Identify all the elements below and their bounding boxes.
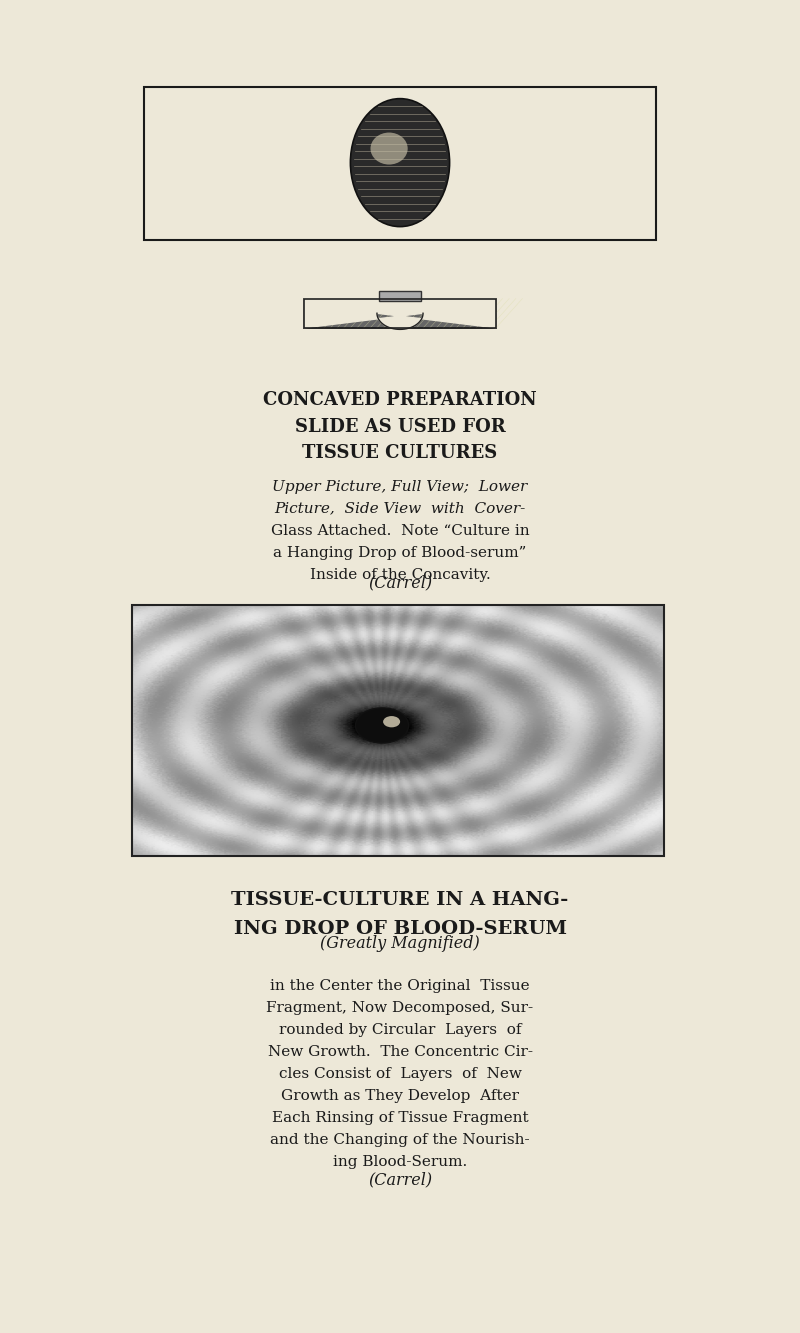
- Bar: [304, 299, 496, 328]
- Text: a Hanging Drop of Blood-serum”: a Hanging Drop of Blood-serum”: [274, 545, 526, 560]
- Text: cles Consist of  Layers  of  New: cles Consist of Layers of New: [278, 1068, 522, 1081]
- Bar: [304, 299, 496, 328]
- Ellipse shape: [383, 716, 400, 728]
- Text: in the Center the Original  Tissue: in the Center the Original Tissue: [270, 980, 530, 993]
- Ellipse shape: [350, 99, 450, 227]
- Text: Growth as They Develop  After: Growth as They Develop After: [281, 1089, 519, 1104]
- Text: and the Changing of the Nourish-: and the Changing of the Nourish-: [270, 1133, 530, 1148]
- Text: ing Blood-Serum.: ing Blood-Serum.: [333, 1156, 467, 1169]
- Ellipse shape: [355, 708, 409, 742]
- Text: TISSUE CULTURES: TISSUE CULTURES: [302, 444, 498, 463]
- Text: rounded by Circular  Layers  of: rounded by Circular Layers of: [278, 1024, 522, 1037]
- Text: Glass Attached.  Note “Culture in: Glass Attached. Note “Culture in: [270, 524, 530, 537]
- Text: (Carrel): (Carrel): [368, 1172, 432, 1188]
- Text: TISSUE-CULTURE IN A HANG-: TISSUE-CULTURE IN A HANG-: [231, 890, 569, 909]
- Polygon shape: [304, 299, 496, 329]
- Text: Upper Picture, Full View;  Lower: Upper Picture, Full View; Lower: [272, 480, 528, 493]
- Text: CONCAVED PREPARATION: CONCAVED PREPARATION: [263, 391, 537, 409]
- Text: Inside of the Concavity.: Inside of the Concavity.: [310, 568, 490, 581]
- Text: (Carrel): (Carrel): [368, 575, 432, 591]
- Bar: [144, 87, 656, 240]
- Text: New Growth.  The Concentric Cir-: New Growth. The Concentric Cir-: [267, 1045, 533, 1060]
- Bar: [379, 291, 421, 301]
- Text: (Greatly Magnified): (Greatly Magnified): [320, 936, 480, 952]
- Text: SLIDE AS USED FOR: SLIDE AS USED FOR: [294, 417, 506, 436]
- Text: Each Rinsing of Tissue Fragment: Each Rinsing of Tissue Fragment: [272, 1112, 528, 1125]
- Text: Fragment, Now Decomposed, Sur-: Fragment, Now Decomposed, Sur-: [266, 1001, 534, 1016]
- Text: ING DROP OF BLOOD-SERUM: ING DROP OF BLOOD-SERUM: [234, 920, 566, 938]
- Text: Picture,  Side View  with  Cover-: Picture, Side View with Cover-: [274, 501, 526, 516]
- Bar: [132, 605, 664, 856]
- Ellipse shape: [370, 132, 408, 164]
